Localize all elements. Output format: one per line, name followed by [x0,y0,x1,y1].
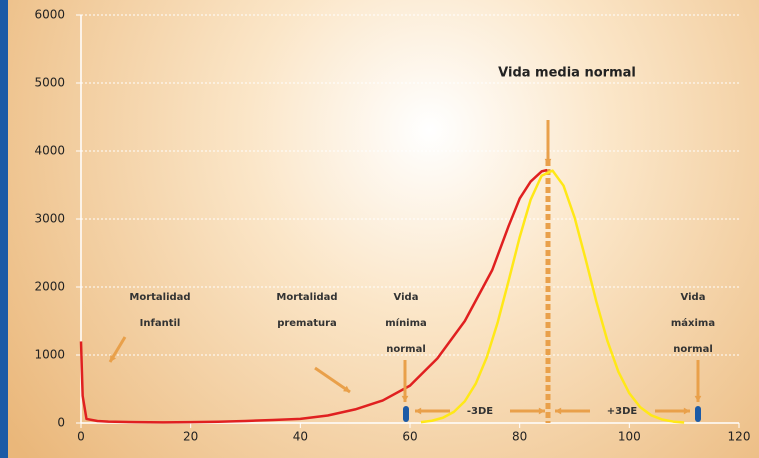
y-tick-label: 0 [57,416,65,430]
annotation: mínima [385,317,427,329]
x-tick-label: 20 [183,430,198,444]
annotation: Vida media normal [498,66,636,81]
max-marker [695,406,701,422]
x-tick-label: 60 [402,430,417,444]
arrow-head [538,407,545,415]
x-tick-label: 0 [77,430,85,444]
annotation: Mortalidad [276,292,337,303]
annotation: Vida [394,292,419,303]
arrow-head [555,407,562,415]
arrow-head [415,407,422,415]
annotation: prematura [277,318,337,329]
annotation: +3DE [607,406,638,417]
x-tick-label: 100 [618,430,641,444]
y-tick-label: 1000 [34,348,65,362]
y-tick-label: 4000 [34,144,65,158]
series-line [79,168,548,424]
annotation: máxima [671,317,715,329]
annotation: normal [673,344,713,355]
x-tick-label: 80 [512,430,527,444]
annotation: -3DE [467,406,493,417]
min-marker [403,406,409,422]
annotation: normal [386,344,426,355]
annotation: Vida [681,292,706,303]
arrow-head [110,355,117,362]
arrow-head [694,395,702,402]
annotation: Mortalidad [129,292,190,303]
x-tick-label: 120 [728,430,751,444]
x-tick-label: 40 [293,430,308,444]
annotation: Infantil [140,318,181,329]
arrow-head [343,385,350,392]
arrow-head [683,407,690,415]
y-tick-label: 5000 [34,76,65,90]
arrow-head [544,158,552,165]
series-line [420,169,685,424]
side-bar [0,0,8,458]
arrow-shaft [314,366,351,394]
arrow-head [401,395,409,402]
y-tick-label: 2000 [34,280,65,294]
y-tick-label: 3000 [34,212,65,226]
y-tick-label: 6000 [34,8,65,22]
